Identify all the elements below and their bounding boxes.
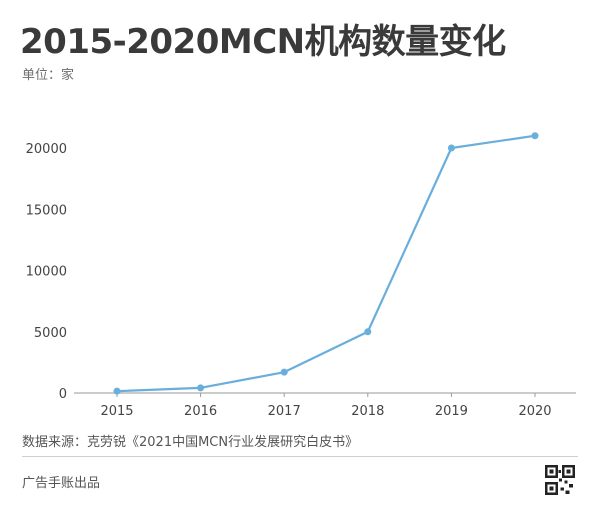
y-tick-label: 15000 [26,203,67,218]
y-tick-label: 10000 [26,265,67,280]
data-point [280,368,288,376]
data-point [197,384,205,392]
series [113,132,539,395]
series-line [116,134,536,393]
unit-label: 单位：家 [22,68,75,83]
x-tick-label: 2015 [100,404,133,419]
x-axis: 2015 2016 2017 2018 2019 2020 [74,392,576,419]
x-tick-label: 2018 [351,404,384,419]
y-axis: 0 5000 10000 15000 20000 [26,142,67,402]
data-point [531,132,539,140]
data-point [447,144,455,152]
x-tick-label: 2020 [518,404,551,419]
chart-title: 2015-2020MCN机构数量变化 [20,22,506,62]
data-point [364,328,372,336]
data-source: 数据来源：克劳锐《2021中国MCN行业发展研究白皮书》 [22,435,359,450]
x-tick-label: 2017 [268,404,301,419]
footer-divider [22,456,578,457]
y-tick-label: 20000 [26,142,67,157]
y-tick-label: 0 [59,387,67,402]
x-tick-label: 2016 [184,404,217,419]
brand-label: 广告手账出品 [22,476,101,491]
qr-code-icon [545,465,575,495]
x-tick-label: 2019 [435,404,468,419]
y-tick-label: 5000 [34,326,67,341]
data-point [113,387,121,395]
